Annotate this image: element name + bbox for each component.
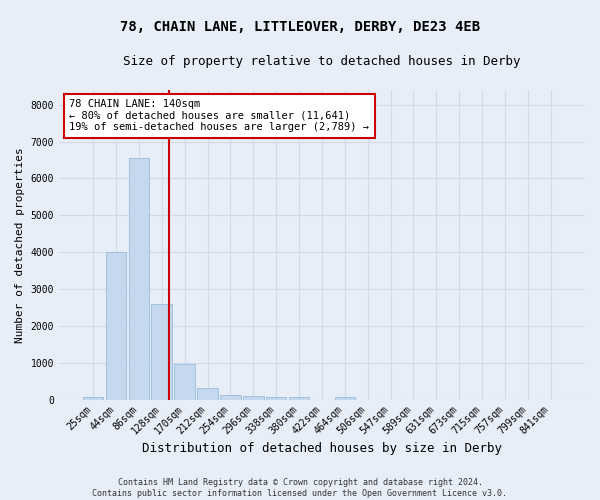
Bar (83, 396, 103, 400)
Text: 78, CHAIN LANE, LITTLEOVER, DERBY, DE23 4EB: 78, CHAIN LANE, LITTLEOVER, DERBY, DE23 … (120, 20, 480, 34)
Text: 78 CHAIN LANE: 140sqm
← 80% of detached houses are smaller (11,641)
19% of semi-: 78 CHAIN LANE: 140sqm ← 80% of detached … (70, 100, 370, 132)
Title: Size of property relative to detached houses in Derby: Size of property relative to detached ho… (123, 55, 521, 68)
Bar (335, 398, 355, 400)
Bar (243, 396, 263, 400)
Bar (106, 252, 127, 400)
Bar (197, 388, 218, 400)
Bar (128, 158, 149, 400)
Bar (289, 398, 310, 400)
Text: Contains HM Land Registry data © Crown copyright and database right 2024.
Contai: Contains HM Land Registry data © Crown c… (92, 478, 508, 498)
Bar (220, 395, 241, 400)
X-axis label: Distribution of detached houses by size in Derby: Distribution of detached houses by size … (142, 442, 502, 455)
Bar (151, 304, 172, 400)
Bar (175, 364, 195, 400)
Y-axis label: Number of detached properties: Number of detached properties (15, 147, 25, 342)
Bar (266, 396, 286, 400)
